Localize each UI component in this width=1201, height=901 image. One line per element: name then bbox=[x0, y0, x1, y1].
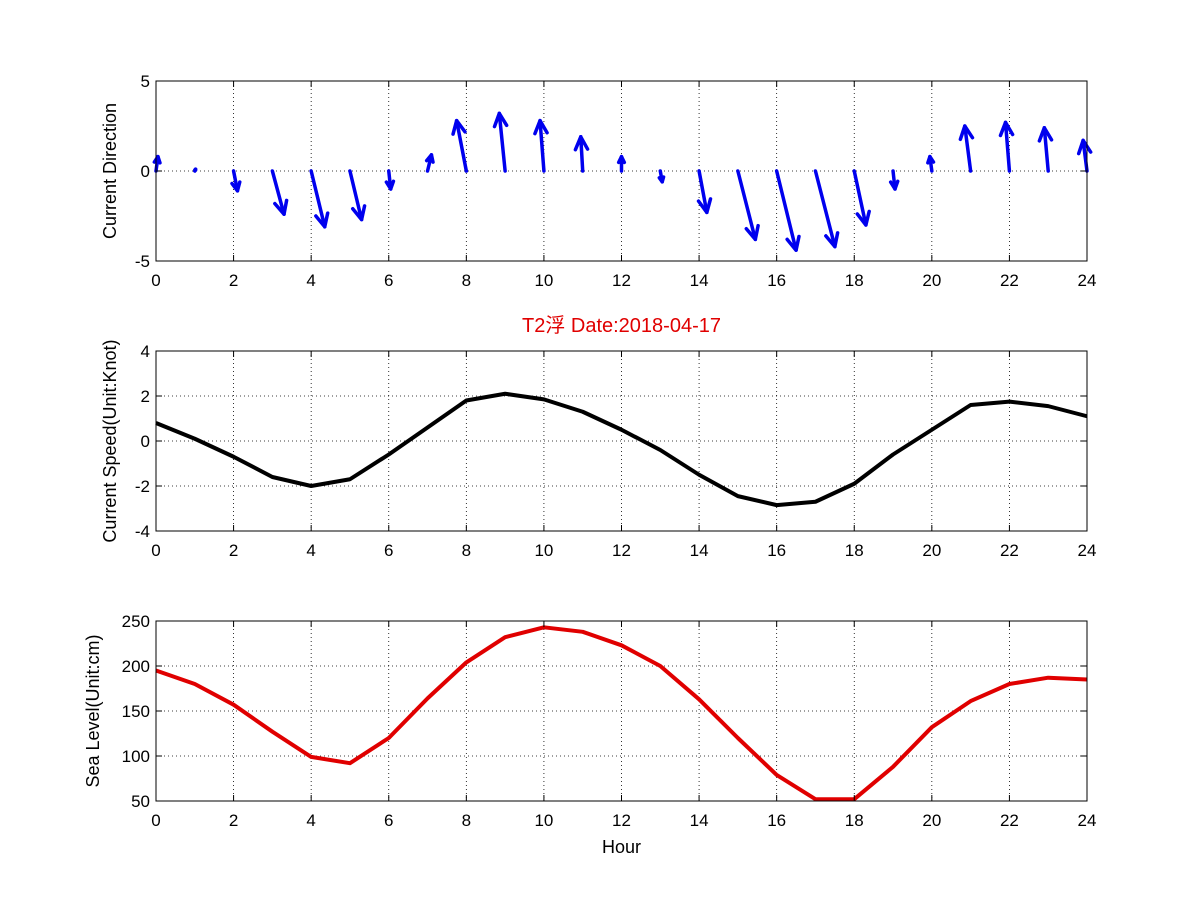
vector-arrow bbox=[492, 111, 509, 173]
x-tick-label: 0 bbox=[151, 271, 160, 290]
current-direction-panel: 0 2 4 6 8 10 12 14 16 18 20 22 24-505 Current Direct… bbox=[100, 72, 1096, 290]
y-tick-label: 4 bbox=[141, 342, 150, 361]
vector-arrow bbox=[384, 169, 396, 191]
y-axis-label: Current Speed(Unit:Knot) bbox=[100, 339, 120, 542]
vector-arrow bbox=[451, 118, 469, 173]
y-tick-label: 5 bbox=[141, 72, 150, 91]
y-tick-label: -4 bbox=[135, 522, 150, 541]
vector-arrow bbox=[736, 169, 760, 242]
x-tick-label: 12 bbox=[612, 811, 631, 830]
x-tick-label: 6 bbox=[384, 271, 393, 290]
x-tick-label: 4 bbox=[306, 271, 315, 290]
x-tick-label: 14 bbox=[690, 811, 709, 830]
x-tick-label: 8 bbox=[462, 811, 471, 830]
x-tick-label: 20 bbox=[922, 811, 941, 830]
x-tick-label: 10 bbox=[534, 541, 553, 560]
y-tick-label: 0 bbox=[141, 432, 150, 451]
x-tick-label: 4 bbox=[306, 541, 315, 560]
vector-arrow bbox=[1037, 126, 1054, 173]
x-tick-label: 10 bbox=[534, 811, 553, 830]
vector-arrow bbox=[998, 120, 1015, 173]
x-tick-label: 24 bbox=[1078, 271, 1097, 290]
x-tick-label: 0 bbox=[151, 541, 160, 560]
x-tick-label: 14 bbox=[690, 271, 709, 290]
vector-arrow bbox=[533, 118, 549, 173]
y-tick-label: 200 bbox=[122, 657, 150, 676]
x-tick-label: 18 bbox=[845, 541, 864, 560]
x-tick-label: 8 bbox=[462, 541, 471, 560]
y-tick-label: -2 bbox=[135, 477, 150, 496]
vector-arrow bbox=[230, 169, 242, 193]
y-tick-label: -5 bbox=[135, 252, 150, 271]
vector-arrow bbox=[348, 169, 367, 222]
x-tick-label: 10 bbox=[534, 271, 553, 290]
x-tick-label: 20 bbox=[922, 271, 941, 290]
y-tick-label: 2 bbox=[141, 387, 150, 406]
vector-arrow bbox=[888, 169, 900, 191]
x-tick-label: 16 bbox=[767, 541, 786, 560]
vector-arrow bbox=[616, 154, 627, 173]
vector-arrow bbox=[696, 169, 713, 215]
vector-arrow bbox=[774, 169, 801, 252]
x-tick-label: 18 bbox=[845, 811, 864, 830]
y-axis-label: Sea Level(Unit:cm) bbox=[83, 634, 103, 787]
x-tick-label: 6 bbox=[384, 541, 393, 560]
x-tick-label: 16 bbox=[767, 271, 786, 290]
vector-arrow bbox=[958, 124, 975, 173]
vector-arrow bbox=[309, 169, 330, 229]
y-tick-label: 50 bbox=[131, 792, 150, 811]
x-tick-label: 16 bbox=[767, 811, 786, 830]
vector-arrow bbox=[926, 154, 936, 173]
x-tick-label: 24 bbox=[1078, 811, 1097, 830]
x-tick-label: 2 bbox=[229, 271, 238, 290]
vector-arrow bbox=[193, 167, 198, 173]
x-tick-label: 18 bbox=[845, 271, 864, 290]
x-tick-label: 2 bbox=[229, 811, 238, 830]
vector-arrow bbox=[424, 153, 435, 173]
vector-arrow bbox=[270, 169, 289, 216]
x-tick-label: 8 bbox=[462, 271, 471, 290]
x-tick-label: 2 bbox=[229, 541, 238, 560]
x-tick-label: 20 bbox=[922, 541, 941, 560]
x-tick-label: 12 bbox=[612, 271, 631, 290]
vector-arrow bbox=[852, 169, 871, 227]
x-tick-label: 6 bbox=[384, 811, 393, 830]
y-tick-label: 250 bbox=[122, 612, 150, 631]
y-axis-label: Current Direction bbox=[100, 103, 120, 239]
x-tick-label: 22 bbox=[1000, 811, 1019, 830]
x-tick-label: 14 bbox=[690, 541, 709, 560]
x-tick-label: 22 bbox=[1000, 541, 1019, 560]
vector-arrow bbox=[573, 135, 590, 173]
x-tick-label: 12 bbox=[612, 541, 631, 560]
vector-arrow bbox=[657, 169, 666, 184]
x-tick-label: 24 bbox=[1078, 541, 1097, 560]
vector-arrow bbox=[1076, 138, 1093, 173]
x-tick-label: 22 bbox=[1000, 271, 1019, 290]
x-tick-label: 0 bbox=[151, 811, 160, 830]
vector-arrow bbox=[813, 169, 840, 249]
x-axis-label: Hour bbox=[602, 837, 641, 857]
x-tick-label: 4 bbox=[306, 811, 315, 830]
y-tick-label: 150 bbox=[122, 702, 150, 721]
y-tick-label: 0 bbox=[141, 162, 150, 181]
y-tick-label: 100 bbox=[122, 747, 150, 766]
chart-title: T2浮 Date:2018-04-17 bbox=[522, 314, 721, 337]
